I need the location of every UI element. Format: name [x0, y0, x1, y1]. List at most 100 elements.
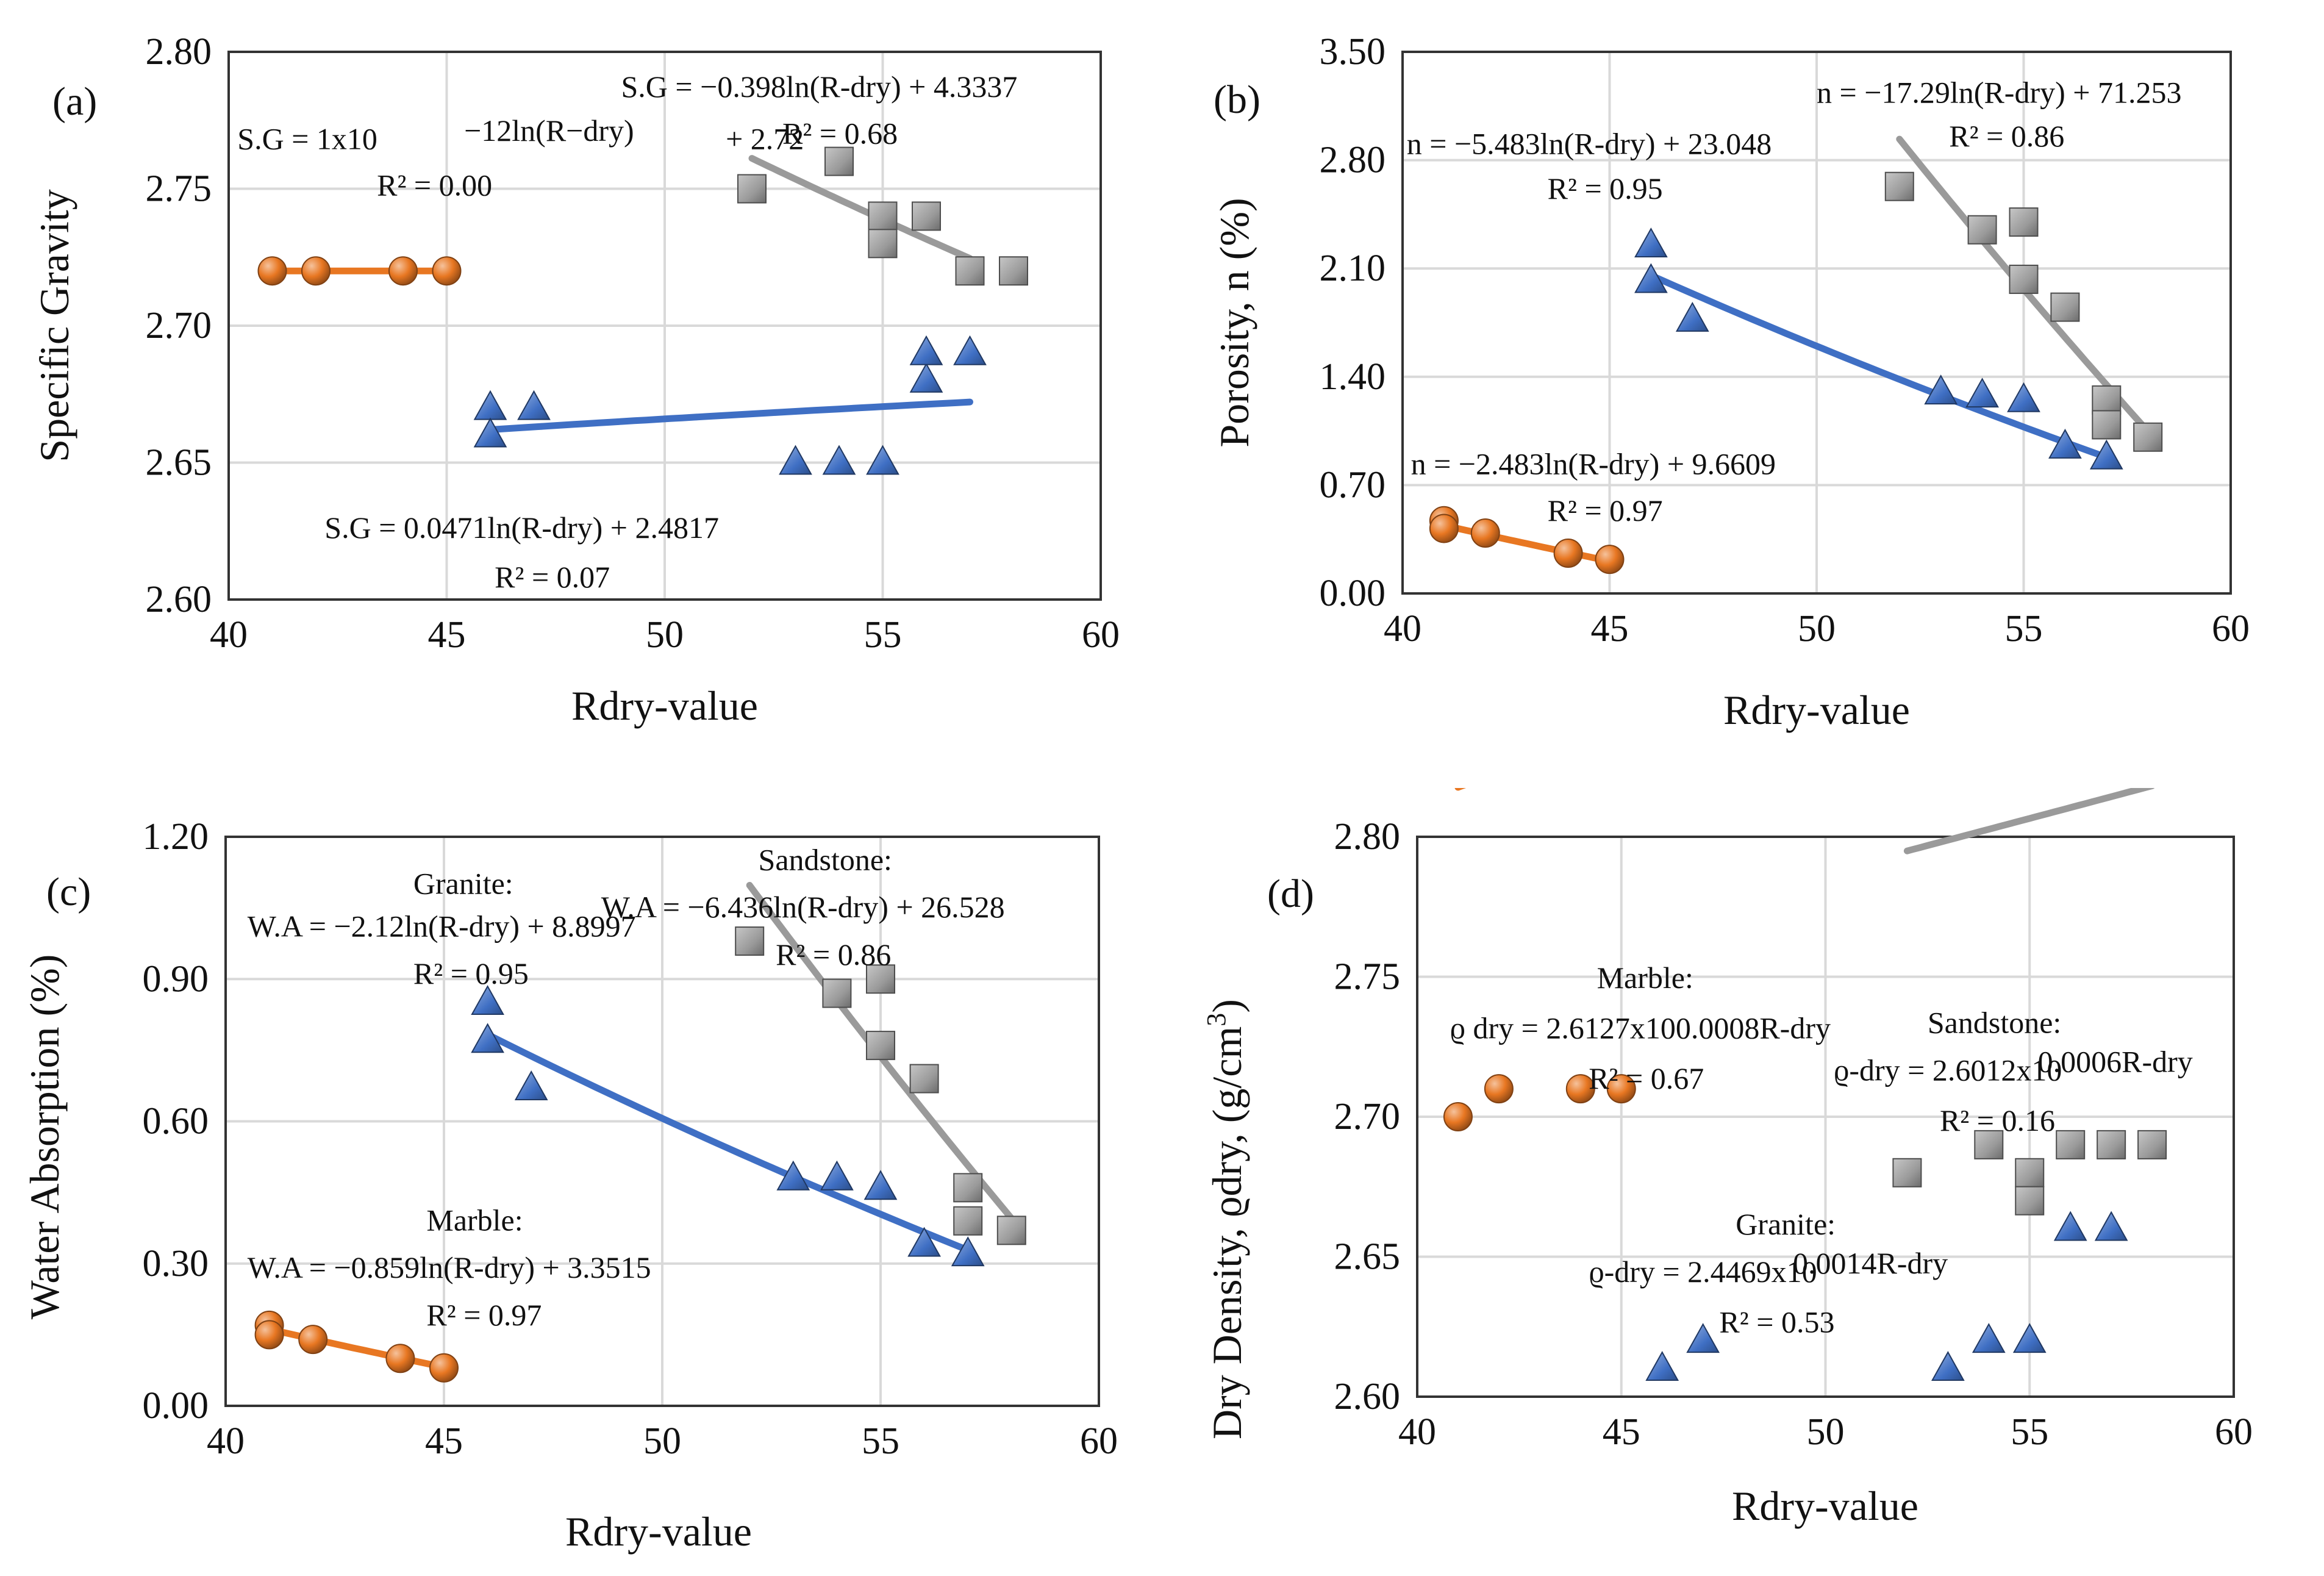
point-d-marble-0 — [1443, 1102, 1473, 1131]
point-b-sandstone-4 — [2050, 292, 2080, 322]
y-tick-c-2: 0.60 — [143, 1101, 209, 1142]
point-b-sandstone-3 — [2009, 264, 2039, 294]
markers-d — [1443, 1074, 2167, 1381]
x-tick-d-2: 50 — [1807, 1411, 1845, 1453]
point-a-sandstone-3 — [868, 229, 898, 259]
plot-frame-a — [227, 51, 1102, 601]
point-d-marble-2 — [1565, 1074, 1595, 1104]
x-tick-a-4: 60 — [1082, 614, 1120, 656]
y-axis-label-d: Dry Density, ϱdry, (g/cm3) — [1201, 999, 1250, 1439]
point-b-granite-0 — [1634, 227, 1668, 258]
point-c-sandstone-1 — [822, 978, 852, 1008]
y-tick-a-2: 2.70 — [146, 305, 212, 346]
annotation-d-g-r2: R² = 0.53 — [1719, 1305, 1834, 1339]
x-axis-label-a: Rdry-value — [571, 682, 758, 729]
y-axis-label-a: Specific Gravity — [31, 189, 77, 462]
x-tick-b-2: 50 — [1798, 608, 1836, 650]
plot-frame-d — [1416, 836, 2235, 1398]
annotations-d: Marble: ϱ dry = 2.6127x100.0008R-dry R² = … — [1450, 961, 2193, 1339]
y-tick-c-3: 0.90 — [143, 958, 209, 1000]
annotation-d-m-r2: R² = 0.67 — [1589, 1061, 1704, 1095]
y-tick-d-4: 2.80 — [1334, 816, 1401, 858]
x-tick-b-4: 60 — [2212, 608, 2250, 650]
panel-label-d: (d) — [1267, 872, 1314, 916]
markers-a — [257, 146, 1028, 475]
point-c-granite-3 — [776, 1160, 810, 1191]
y-tick-a-1: 2.65 — [146, 442, 212, 484]
point-a-marble-1 — [301, 256, 331, 286]
y-axis-label-d-sup: 3 — [1201, 1013, 1231, 1026]
panel-label-c: (c) — [46, 870, 91, 914]
point-a-sandstone-2 — [868, 201, 898, 231]
x-tick-c-3: 55 — [862, 1420, 899, 1462]
point-b-granite-4 — [1965, 378, 1999, 408]
point-b-marble-4 — [1595, 545, 1625, 575]
trendline-a-sandstone — [748, 155, 973, 262]
y-tick-b-5: 3.50 — [1320, 31, 1386, 73]
annotation-c-s-title: Sandstone: — [759, 842, 892, 876]
point-a-granite-8 — [953, 335, 987, 365]
annotation-d-s-eq-pre: ϱ-dry = 2.6012x10 — [1834, 1053, 2062, 1087]
annotation-d-s-title: Sandstone: — [1928, 1005, 2061, 1039]
point-a-granite-1 — [473, 417, 507, 448]
markers-c — [254, 926, 1026, 1383]
annotation-d-m-eq: ϱ dry = 2.6127x100.0008R-dry — [1450, 1011, 1831, 1045]
y-tick-c-4: 1.20 — [143, 816, 209, 858]
annotations-b: n = −5.483ln(R-dry) + 23.048 R² = 0.95 n =… — [1407, 76, 2182, 528]
annotation-a-s-r2: R² = 0.68 — [782, 116, 898, 150]
point-a-granite-6 — [909, 362, 943, 393]
point-b-granite-6 — [2048, 428, 2082, 459]
annotation-a-m-r2: R² = 0.00 — [377, 168, 492, 202]
trendline-a-granite — [487, 398, 973, 433]
point-c-sandstone-7 — [996, 1216, 1026, 1245]
y-axis-label-c: Water Absorption (%) — [21, 955, 68, 1320]
point-a-sandstone-1 — [824, 146, 854, 176]
y-tick-b-2: 1.40 — [1320, 356, 1386, 398]
annotation-d-g-eq-sup: 0.0014R-dry — [1793, 1246, 1948, 1280]
trendline-d-sandstone — [1903, 788, 2155, 854]
point-d-granite-3 — [1972, 1323, 2006, 1353]
annotation-c-m-eq: W.A = −0.859ln(R-dry) + 3.3515 — [248, 1250, 651, 1284]
point-b-marble-1 — [1429, 514, 1459, 543]
annotation-d-g-eq-pre: ϱ-dry = 2.4469x10 — [1589, 1255, 1817, 1289]
point-a-granite-4 — [822, 445, 856, 475]
point-a-granite-3 — [779, 445, 812, 475]
point-a-sandstone-6 — [999, 256, 1028, 286]
chart-panel-c: 40 45 50 55 60 0.00 0.30 0.60 0.90 1.20 Granite:… — [21, 816, 1118, 1555]
annotation-c-s-eq: W.A = −6.436ln(R-dry) + 26.528 — [601, 890, 1005, 924]
grid-b — [1403, 52, 2231, 593]
x-tick-b-0: 40 — [1384, 608, 1421, 650]
x-tick-d-0: 40 — [1398, 1411, 1436, 1453]
point-d-sandstone-0 — [1892, 1158, 1922, 1187]
annotation-b-g-eq: n = −5.483ln(R-dry) + 23.048 — [1407, 126, 1772, 160]
x-tick-d-1: 45 — [1603, 1411, 1640, 1453]
point-c-sandstone-5 — [953, 1173, 983, 1203]
point-d-granite-1 — [1686, 1323, 1720, 1353]
point-d-sandstone-6 — [2137, 1130, 2167, 1159]
xticks-c: 40 45 50 55 60 — [207, 1420, 1118, 1462]
y-tick-d-2: 2.70 — [1334, 1096, 1401, 1137]
point-b-granite-7 — [2089, 439, 2123, 470]
annotation-b-s-r2: R² = 0.86 — [1949, 119, 2064, 153]
point-d-sandstone-2 — [2015, 1158, 2045, 1187]
point-a-sandstone-0 — [737, 174, 767, 204]
y-tick-a-4: 2.80 — [146, 31, 212, 73]
point-a-marble-2 — [388, 256, 418, 286]
x-tick-c-4: 60 — [1080, 1420, 1118, 1462]
y-axis-label-b: Porosity, n (%) — [1211, 198, 1257, 447]
annotation-d-s-eq-sup: 0.0006R-dry — [2038, 1045, 2193, 1079]
annotation-d-s-r2: R² = 0.16 — [1940, 1103, 2055, 1137]
x-tick-c-2: 50 — [643, 1420, 681, 1462]
point-c-granite-5 — [863, 1170, 898, 1200]
annotation-a-g-eq: S.G = 0.0471ln(R-dry) + 2.4817 — [324, 510, 719, 545]
y-tick-d-3: 2.75 — [1334, 956, 1401, 998]
x-tick-d-4: 60 — [2215, 1411, 2253, 1453]
point-c-granite-4 — [820, 1160, 854, 1191]
x-tick-d-3: 55 — [2011, 1411, 2048, 1453]
trendline-b-marble — [1440, 521, 1613, 565]
annotation-c-m-r2: R² = 0.97 — [426, 1298, 542, 1332]
point-b-granite-3 — [1924, 374, 1958, 405]
point-b-sandstone-5 — [2092, 385, 2122, 415]
y-axis-label-d-main: Dry Density, ϱdry, (g/cm — [1204, 1026, 1250, 1439]
point-d-granite-2 — [1931, 1351, 1965, 1381]
